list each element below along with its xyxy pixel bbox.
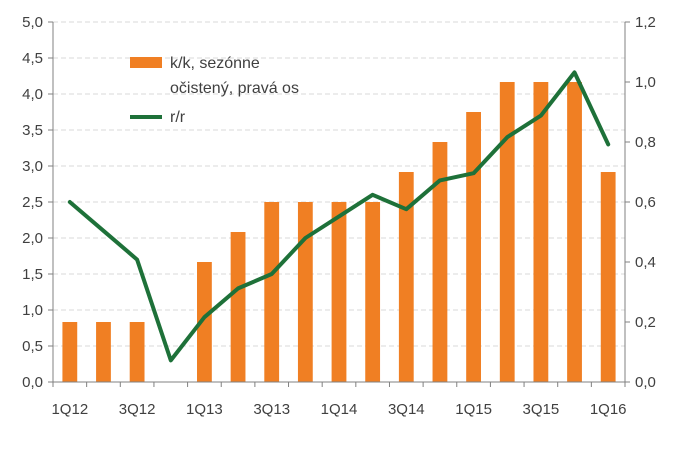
bar-4Q14 <box>432 142 448 382</box>
bar-1Q15 <box>466 112 481 382</box>
x-tick-label: 3Q15 <box>523 401 560 418</box>
right-tick-label: 1,0 <box>635 74 656 91</box>
right-tick-label: 0,0 <box>635 374 656 391</box>
x-tick-label: 1Q13 <box>186 401 223 418</box>
left-tick-label: 0,5 <box>22 338 43 355</box>
left-tick-label: 2,0 <box>22 230 43 247</box>
bar-2Q15 <box>499 82 515 382</box>
right-tick-label: 0,6 <box>635 194 656 211</box>
right-tick-label: 0,8 <box>635 134 656 151</box>
bar-series <box>62 82 616 382</box>
left-tick-label: 1,5 <box>22 266 43 283</box>
x-tick-label: 3Q14 <box>388 401 425 418</box>
legend-bar-label-line1: k/k, sezónne <box>170 55 260 72</box>
left-axis-ticks: 0,0 0,5 1,0 1,5 2,0 2,5 3,0 3,5 4,0 4,5 5,0 <box>22 14 53 391</box>
left-tick-label: 1,0 <box>22 302 43 319</box>
x-tick-label: 3Q12 <box>119 401 156 418</box>
x-tick-label: 1Q14 <box>321 401 358 418</box>
left-tick-label: 0,0 <box>22 374 43 391</box>
left-tick-label: 2,5 <box>22 194 43 211</box>
bar-4Q13 <box>297 202 313 382</box>
left-tick-label: 5,0 <box>22 14 43 31</box>
bar-2Q14 <box>365 202 381 382</box>
x-tick-label: 1Q12 <box>51 401 88 418</box>
right-tick-label: 0,4 <box>635 254 656 271</box>
left-tick-label: 4,5 <box>22 50 43 67</box>
bar-3Q12 <box>129 322 145 382</box>
legend: k/k, sezónne očistený, pravá os r/r <box>130 55 299 126</box>
right-axis-ticks: 0,0 0,2 0,4 0,6 0,8 1,0 1,2 <box>625 14 656 391</box>
x-tick-label: 1Q16 <box>590 401 627 418</box>
left-tick-label: 3,0 <box>22 158 43 175</box>
bar-1Q16 <box>600 172 616 382</box>
bar-2Q13 <box>230 232 246 382</box>
legend-bar-label-line2: očistený, pravá os <box>170 80 299 97</box>
bar-3Q14 <box>398 172 414 382</box>
legend-line-label: r/r <box>170 109 186 126</box>
right-tick-label: 1,2 <box>635 14 656 31</box>
line-series <box>67 70 611 363</box>
bar-1Q12 <box>62 322 78 382</box>
x-tick-label: 3Q13 <box>253 401 290 418</box>
left-tick-label: 3,5 <box>22 122 43 139</box>
bar-3Q13 <box>264 202 280 382</box>
left-tick-label: 4,0 <box>22 86 43 103</box>
bar-2Q12 <box>96 322 111 382</box>
right-tick-label: 0,2 <box>635 314 656 331</box>
x-axis-ticks: 1Q12 3Q12 1Q13 3Q13 1Q14 3Q14 1Q15 3Q15 1Q16 <box>51 382 627 418</box>
line-rr <box>67 70 611 363</box>
x-tick-label: 1Q15 <box>455 401 492 418</box>
gridlines <box>53 21 625 347</box>
bar-1Q13 <box>197 262 212 382</box>
legend-bar-swatch <box>130 57 162 68</box>
bar-4Q15 <box>567 82 582 382</box>
bar-3Q15 <box>533 82 549 382</box>
bar-1Q14 <box>331 202 347 382</box>
